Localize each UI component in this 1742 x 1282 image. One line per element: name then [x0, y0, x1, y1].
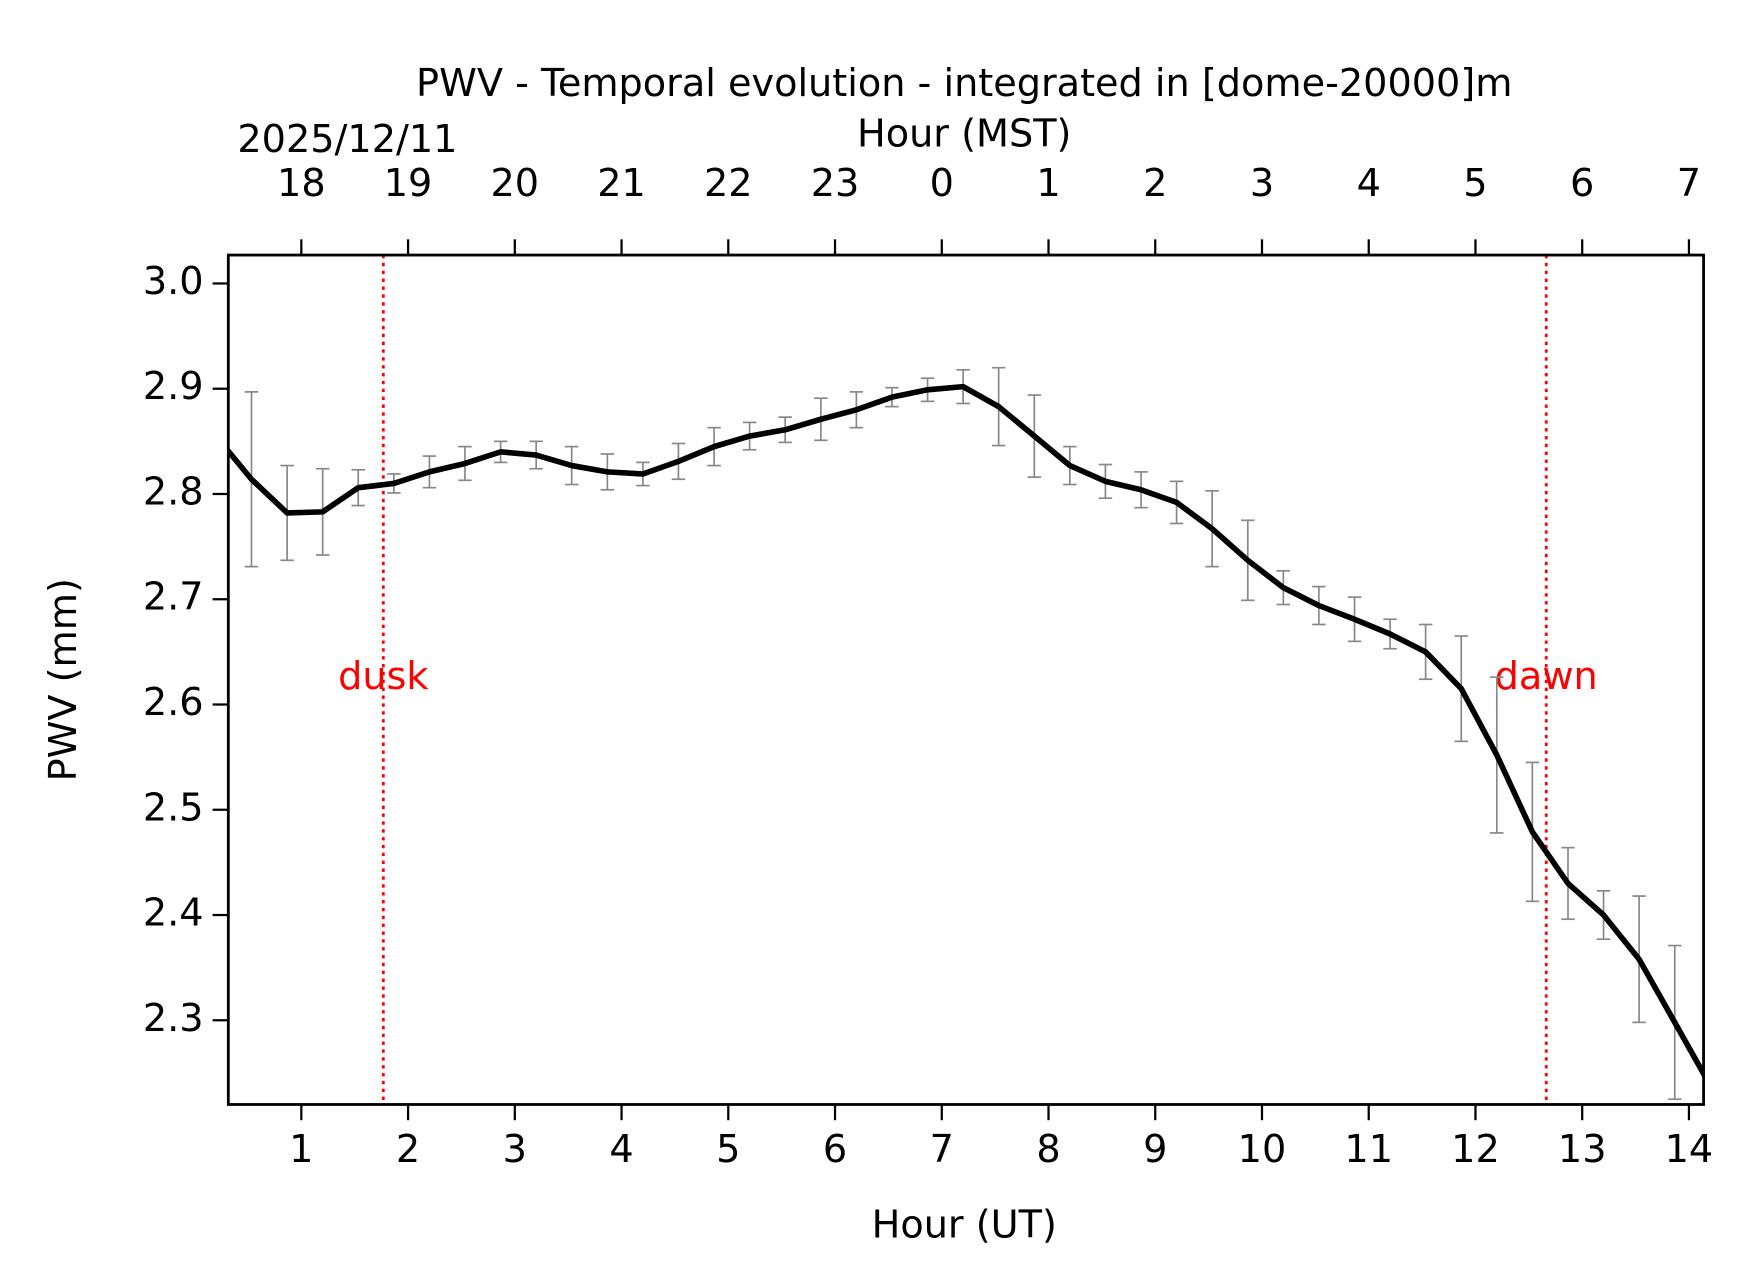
x-tick-label: 11 — [1344, 1128, 1393, 1172]
x-tick-label: 8 — [1036, 1128, 1060, 1172]
x2-tick-label: 6 — [1570, 162, 1594, 206]
y-tick-label: 3.0 — [143, 260, 204, 304]
x2-tick-label: 4 — [1357, 162, 1381, 206]
y-tick-label: 2.8 — [143, 470, 204, 514]
x2-tick-label: 0 — [930, 162, 954, 206]
x2-tick-label: 2 — [1143, 162, 1167, 206]
x2-tick-label: 5 — [1463, 162, 1487, 206]
x-tick-label: 2 — [396, 1128, 420, 1172]
x2-tick-label: 19 — [384, 162, 433, 206]
x-tick-label: 6 — [823, 1128, 847, 1172]
y-tick-label: 2.4 — [143, 892, 204, 936]
x-tick-label: 4 — [609, 1128, 633, 1172]
x-tick-label: 1 — [289, 1128, 313, 1172]
plot-area — [228, 366, 1704, 1101]
date-label: 2025/12/11 — [237, 118, 457, 162]
y-tick-label: 2.5 — [143, 786, 204, 830]
event-label: dawn — [1495, 655, 1598, 699]
x-tick-label: 5 — [716, 1128, 740, 1172]
x-tick-label: 10 — [1238, 1128, 1287, 1172]
x2-tick-label: 20 — [491, 162, 540, 206]
data-line — [228, 383, 1704, 1080]
x2-tick-label: 7 — [1677, 162, 1701, 206]
x-tick-label: 13 — [1558, 1128, 1607, 1172]
x2-tick-label: 3 — [1250, 162, 1274, 206]
y-tick-label: 2.9 — [143, 365, 204, 409]
x-tick-label: 9 — [1143, 1128, 1167, 1172]
x2-tick-label: 18 — [277, 162, 326, 206]
x-axis-label: Hour (UT) — [872, 1203, 1057, 1247]
y-axis-label: PWV (mm) — [42, 578, 86, 781]
event-label: dusk — [338, 655, 428, 699]
top-axis-label: Hour (MST) — [857, 112, 1071, 156]
y-tick-label: 2.6 — [143, 681, 204, 725]
x-tick-label: 14 — [1665, 1128, 1714, 1172]
x-tick-label: 3 — [503, 1128, 527, 1172]
chart-title: PWV - Temporal evolution - integrated in… — [416, 62, 1512, 106]
plot-frame — [226, 253, 1705, 1106]
x2-tick-label: 22 — [704, 162, 753, 206]
x2-tick-label: 1 — [1036, 162, 1060, 206]
x2-tick-label: 21 — [597, 162, 646, 206]
x2-tick-label: 23 — [811, 162, 860, 206]
y-tick-label: 2.7 — [143, 576, 204, 620]
y-tick-label: 2.3 — [143, 997, 204, 1041]
x-tick-label: 12 — [1451, 1128, 1500, 1172]
x-tick-label: 7 — [930, 1128, 954, 1172]
